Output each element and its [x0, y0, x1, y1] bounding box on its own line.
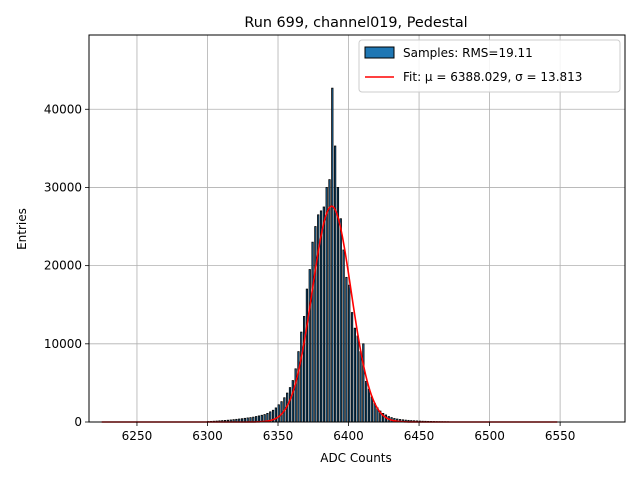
y-tick-label: 40000 — [44, 102, 82, 116]
x-axis-ticks: 6250 6300 6350 6400 6450 6500 6550 — [122, 422, 576, 443]
legend-samples-patch — [364, 46, 395, 59]
histogram-bar — [314, 226, 317, 423]
histogram-bar — [274, 407, 278, 423]
histogram-bar — [336, 187, 340, 423]
y-tick-label: 20000 — [44, 259, 82, 273]
histogram-bar — [302, 316, 306, 423]
legend: Samples: RMS=19.11 Fit: μ = 6388.029, σ … — [358, 39, 621, 93]
histogram-bar — [325, 187, 328, 423]
histogram-bar — [300, 331, 303, 423]
histogram-bar — [339, 218, 342, 423]
histogram-bar — [291, 380, 294, 423]
x-tick-label: 6450 — [404, 429, 435, 443]
histogram-bar — [362, 343, 365, 423]
histogram-bar — [294, 368, 297, 423]
histogram-bar — [288, 387, 292, 423]
legend-fit-label: Fit: μ = 6388.029, σ = 13.813 — [403, 70, 582, 84]
legend-box — [358, 39, 621, 93]
x-tick-label: 6250 — [122, 429, 153, 443]
x-tick-label: 6350 — [263, 429, 294, 443]
chart-title: Run 699, channel019, Pedestal — [244, 15, 467, 31]
histogram-bar — [353, 327, 356, 423]
histogram-bar — [350, 312, 354, 423]
y-axis-label: Entries — [15, 208, 29, 250]
histogram-bar — [345, 276, 348, 423]
x-tick-label: 6550 — [545, 429, 576, 443]
y-tick-label: 30000 — [44, 180, 82, 194]
x-axis-label: ADC Counts — [320, 451, 392, 465]
histogram-bar — [311, 241, 314, 423]
histogram-bar — [308, 269, 311, 423]
histogram-bar — [331, 87, 334, 423]
histogram-bar — [367, 388, 371, 423]
histogram-bar — [328, 179, 331, 423]
x-tick-label: 6400 — [333, 429, 364, 443]
histogram-bar — [297, 351, 300, 423]
histogram-bar — [348, 284, 351, 423]
histogram-bar — [370, 396, 373, 423]
x-tick-label: 6300 — [192, 429, 223, 443]
histogram-bar — [359, 351, 362, 423]
histogram-bar — [305, 288, 309, 423]
histogram-bar — [356, 335, 359, 423]
y-tick-label: 0 — [74, 415, 82, 429]
histogram-bar — [373, 402, 376, 423]
histogram-bar — [277, 404, 280, 423]
histogram-bar — [342, 249, 345, 423]
histogram-bar — [280, 401, 283, 423]
y-axis-ticks: 0 10000 20000 30000 40000 — [44, 102, 89, 429]
legend-samples-label: Samples: RMS=19.11 — [403, 46, 533, 60]
x-tick-label: 6500 — [474, 429, 505, 443]
plot-frame — [88, 34, 626, 423]
histogram-bar — [322, 206, 325, 423]
histogram-bar — [334, 145, 337, 423]
y-tick-label: 10000 — [44, 337, 82, 351]
histogram-bar — [365, 380, 368, 423]
